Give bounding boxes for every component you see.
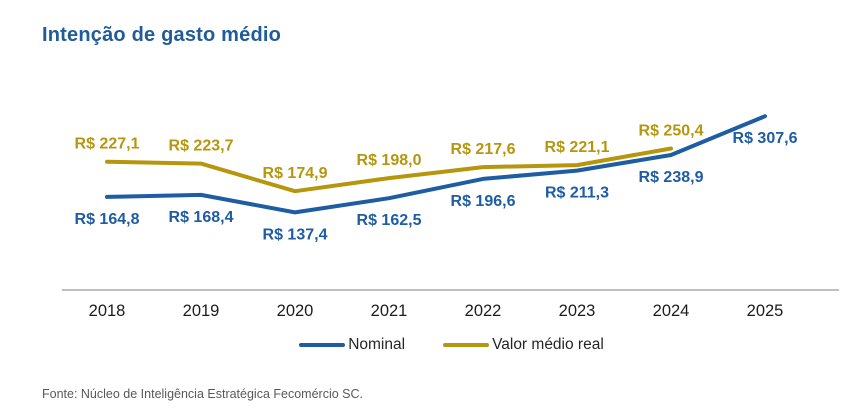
valor-medio-real-value-label-2022: R$ 217,6 [451,141,516,158]
nominal-line-marker-icon [299,343,346,347]
source-note: Fonte: Núcleo de Inteligência Estratégic… [42,387,363,401]
valor-medio-real-line-marker-icon [443,343,490,347]
x-tick-label-2021: 2021 [371,302,408,320]
legend-item-nominal: Nominal [299,336,405,354]
nominal-value-label-2025: R$ 307,6 [733,130,798,147]
nominal-value-label-2023: R$ 211,3 [545,185,609,202]
x-tick-label-2024: 2024 [653,302,690,320]
valor-medio-real-value-label-2020: R$ 174,9 [263,165,328,182]
x-tick-label-2022: 2022 [465,302,502,320]
nominal-value-label-2020: R$ 137,4 [263,226,328,243]
x-tick-label-2023: 2023 [559,302,596,320]
chart-title: Intenção de gasto médio [42,24,282,46]
valor-medio-real-value-label-2021: R$ 198,0 [357,152,422,169]
valor-medio-real-value-label-2019: R$ 223,7 [169,138,234,155]
nominal-line [105,114,767,215]
valor-medio-real-line [105,146,673,194]
valor-medio-real-value-label-2023: R$ 221,1 [545,139,610,156]
x-tick-label-2020: 2020 [277,302,314,320]
nominal-value-label-2024: R$ 238,9 [639,169,704,186]
nominal-value-label-2018: R$ 164,8 [75,211,140,228]
nominal-value-label-2021: R$ 162,5 [357,212,422,229]
nominal-value-label-2022: R$ 196,6 [451,193,516,210]
legend-label-nominal: Nominal [348,336,406,353]
x-tick-label-2019: 2019 [183,302,220,320]
legend-item-valor-medio-real: Valor médio real [443,336,604,354]
valor-medio-real-value-label-2018: R$ 227,1 [75,136,140,153]
nominal-value-label-2019: R$ 168,4 [169,209,234,226]
x-tick-label-2018: 2018 [89,302,126,320]
valor-medio-real-value-label-2024: R$ 250,4 [639,123,704,140]
chart-legend: Nominal Valor médio real [60,333,843,357]
legend-label-valor-medio-real: Valor médio real [492,336,604,353]
x-tick-label-2025: 2025 [747,302,784,320]
